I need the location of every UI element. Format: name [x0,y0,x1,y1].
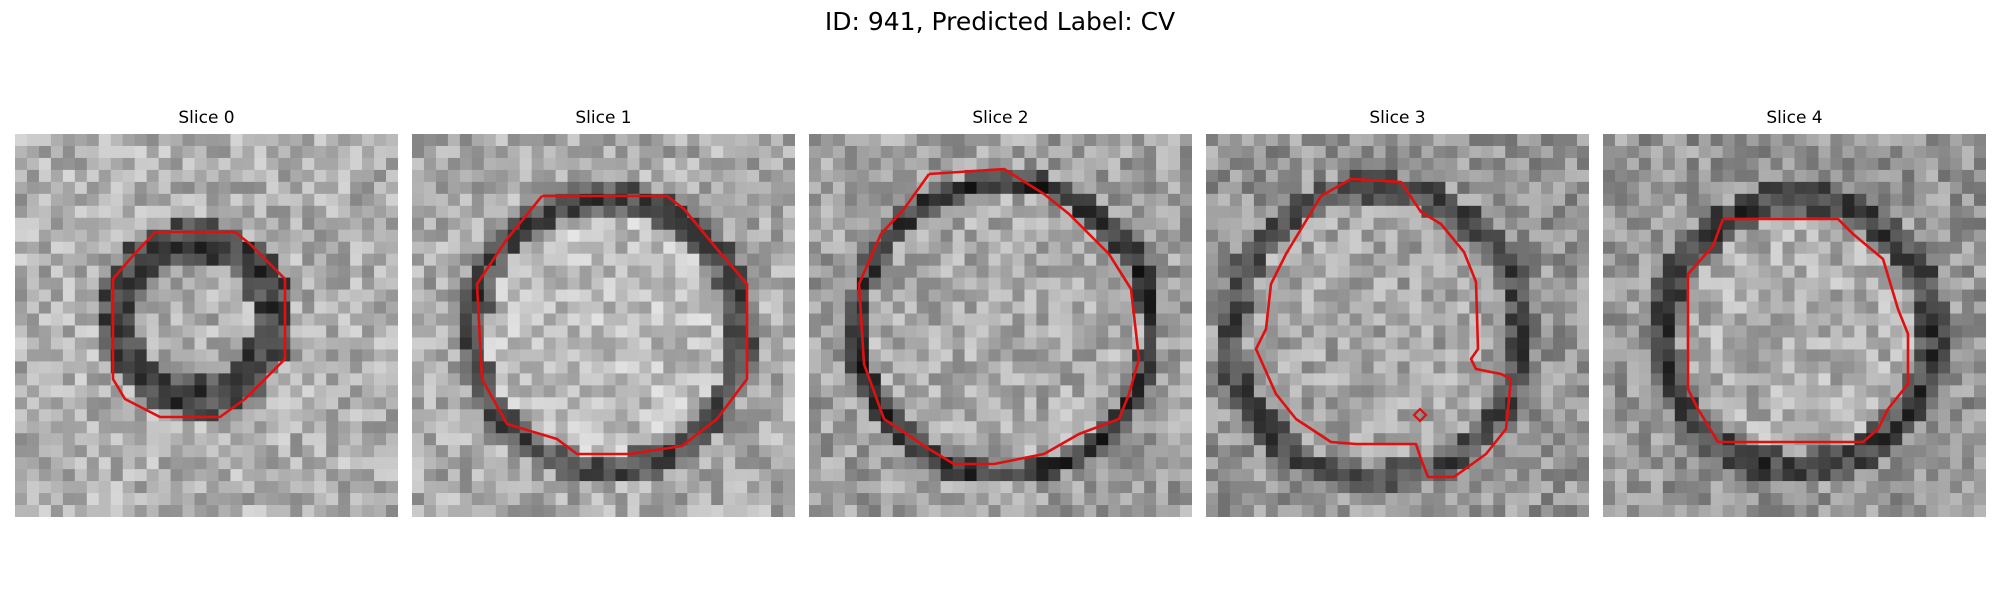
slice-title: Slice 0 [178,108,235,128]
pixel-grid [1206,134,1589,517]
slice-panel-1: Slice 1 [412,107,795,517]
pixel-grid [809,134,1192,517]
pixel-grid [15,134,398,517]
segmentation-contour [857,167,1141,466]
slice-image [809,134,1192,517]
slice-title: Slice 2 [972,108,1029,128]
slice-title: Slice 3 [1369,108,1426,128]
slice-image [1603,134,1986,517]
figure-title: ID: 941, Predicted Label: CV [824,7,1176,36]
slice-panel-0: Slice 0 [15,107,398,517]
slice-panel-2: Slice 2 [809,107,1192,517]
slice-panel-3: Slice 3 [1206,107,1589,517]
slice-panel-4: Slice 4 [1603,107,1986,517]
slice-image [1206,134,1589,517]
slice-image [15,134,398,517]
segmentation-contour [1412,407,1428,423]
slice-title: Slice 1 [575,108,632,128]
slice-image [412,134,795,517]
pixel-grid [412,134,795,517]
slice-title: Slice 4 [1766,108,1823,128]
pixel-grid [1603,134,1986,517]
segmentation-contour [1254,177,1513,479]
segmentation-contour [475,194,749,456]
segmentation-contour [111,230,287,419]
segmentation-contour [1686,217,1910,444]
